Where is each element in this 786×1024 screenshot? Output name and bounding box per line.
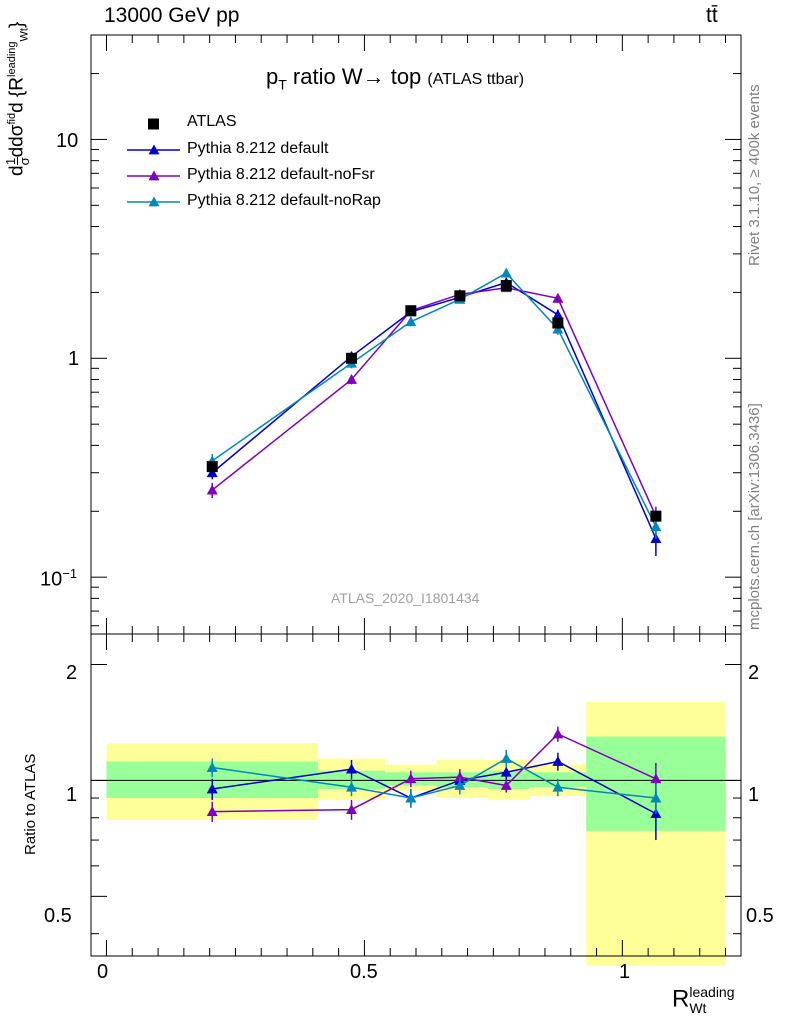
ytitle-wt: Wt bbox=[18, 28, 31, 42]
legend-markers bbox=[127, 118, 180, 207]
ratio-uncertainty-bands bbox=[106, 701, 726, 966]
legend-label-norap: Pythia 8.212 default-noRap bbox=[187, 192, 381, 209]
ytitle-d1: d bbox=[6, 165, 28, 176]
ytitle-dsig: dσ bbox=[6, 124, 28, 147]
title-p: p bbox=[266, 64, 279, 89]
series-point-top bbox=[346, 374, 358, 384]
xtitle-sub: Wt bbox=[689, 1000, 707, 1016]
top-ytick-1: 1 bbox=[68, 348, 80, 370]
series-point-ratio bbox=[500, 766, 512, 777]
ratio-ytick-2-right: 2 bbox=[748, 662, 760, 684]
top-ytick-01-exp: −1 bbox=[62, 566, 78, 581]
analysis-watermark: ATLAS_2020_I1801434 bbox=[331, 590, 480, 606]
ratio-ytick-1-right: 1 bbox=[748, 784, 760, 806]
title-rest: ratio W→ top bbox=[286, 64, 422, 89]
ratio-y-axis-title: Ratio to ATLAS bbox=[22, 753, 39, 855]
ratio-ytick-2: 2 bbox=[66, 662, 78, 684]
plot-title: pT ratio W→ top (ATLAS ttbar) bbox=[266, 64, 524, 92]
ytitle-d2: d bbox=[6, 146, 28, 158]
legend-label-atlas: ATLAS bbox=[187, 113, 237, 130]
legend-marker-2 bbox=[148, 170, 160, 181]
ytitle-one: 1 bbox=[3, 157, 18, 166]
series-point-top bbox=[650, 521, 662, 532]
series-point-ratio bbox=[650, 773, 662, 784]
data-point bbox=[454, 290, 466, 302]
series-point-ratio bbox=[346, 781, 358, 792]
series-point-top bbox=[500, 267, 512, 278]
series-point-ratio bbox=[405, 773, 417, 784]
legend-marker-0 bbox=[148, 118, 159, 130]
series-point-ratio bbox=[454, 780, 466, 790]
data-series bbox=[206, 267, 662, 841]
process-label: tt̄ bbox=[706, 4, 718, 27]
series-line-top-2 bbox=[211, 272, 657, 528]
series-point-ratio bbox=[346, 763, 358, 774]
data-point bbox=[346, 352, 358, 364]
series-point-top bbox=[552, 292, 564, 303]
series-point-ratio bbox=[206, 783, 218, 794]
series-point-ratio bbox=[500, 780, 512, 790]
title-sub: T bbox=[278, 76, 287, 93]
data-point bbox=[405, 305, 417, 317]
ratio-ytick-05-right: 0.5 bbox=[746, 905, 774, 927]
series-point-top bbox=[552, 323, 564, 334]
data-point bbox=[650, 510, 662, 522]
legend-marker-1 bbox=[148, 144, 160, 155]
axis-ticks bbox=[91, 34, 741, 956]
series-point-ratio bbox=[500, 753, 512, 763]
ytitle-sigma: σ bbox=[17, 157, 32, 166]
xtitle-base: R bbox=[672, 985, 690, 1013]
legend-label-nofsr: Pythia 8.212 default-noFsr bbox=[187, 166, 375, 183]
xtick-1: 1 bbox=[619, 961, 631, 983]
series-point-ratio bbox=[552, 728, 564, 739]
ytitle-fid: fid bbox=[6, 112, 19, 125]
series-point-ratio bbox=[650, 792, 662, 803]
ytitle-close: } bbox=[6, 21, 28, 29]
ratio-ytick-05: 0.5 bbox=[44, 905, 72, 927]
legend-label-default: Pythia 8.212 default bbox=[187, 140, 329, 157]
xtitle-sup: leading bbox=[689, 984, 735, 1000]
series-point-ratio bbox=[454, 771, 466, 782]
series-point-ratio bbox=[206, 806, 218, 816]
ytitle-leading: leading bbox=[6, 41, 19, 77]
ytitle-dR: d {R bbox=[6, 76, 28, 113]
legend-marker-3 bbox=[148, 196, 160, 207]
series-point-ratio bbox=[405, 792, 417, 803]
top-y-axis-title: d 1 σ ddσfidd {RleadingWt} bbox=[3, 21, 32, 176]
series-point-ratio bbox=[552, 755, 564, 766]
xtitle-scripts: leading Wt bbox=[689, 984, 734, 1016]
energy-label: 13000 GeV pp bbox=[104, 4, 240, 27]
xtick-05: 0.5 bbox=[350, 961, 378, 983]
data-point bbox=[552, 317, 564, 329]
series-point-top bbox=[405, 316, 417, 327]
series-point-top bbox=[552, 309, 564, 320]
data-point bbox=[500, 280, 512, 292]
series-line-top-0 bbox=[211, 281, 657, 539]
series-point-top bbox=[206, 484, 218, 495]
mcplots-label: mcplots.cern.ch [arXiv:1306.3436] bbox=[746, 403, 763, 630]
series-point-ratio bbox=[346, 804, 358, 814]
ratio-ytick-1: 1 bbox=[66, 784, 78, 806]
rivet-label: Rivet 3.1.10, ≥ 400k events bbox=[746, 84, 763, 266]
top-ytick-01-base: 10 bbox=[40, 568, 63, 591]
series-line-top-1 bbox=[211, 287, 657, 517]
xtick-0: 0 bbox=[97, 961, 109, 983]
title-small: (ATLAS ttbar) bbox=[427, 71, 525, 88]
top-ytick-10: 10 bbox=[56, 130, 79, 152]
series-point-ratio bbox=[206, 762, 218, 772]
top-ytick-01: 10−1 bbox=[40, 566, 77, 592]
series-point-ratio bbox=[552, 781, 564, 792]
data-point bbox=[206, 461, 218, 473]
